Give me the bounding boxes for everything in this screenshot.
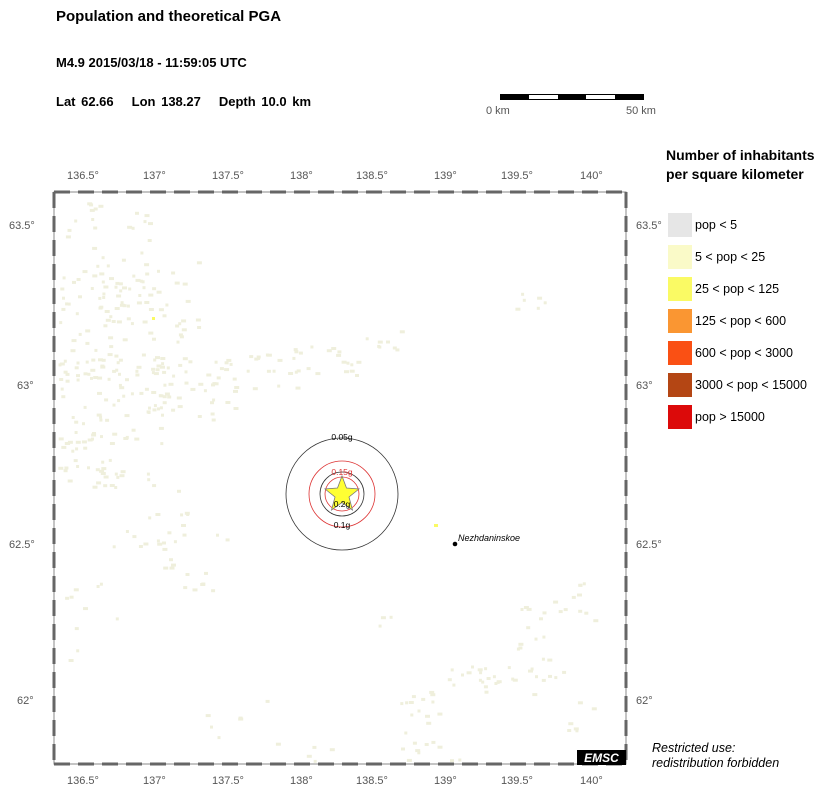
latitude: Lat 62.66 [56, 94, 114, 109]
lon-tick-top: 137° [143, 170, 166, 182]
lon-tick-bottom: 138.5° [356, 775, 388, 787]
pga-label-015: 0.15g [331, 467, 353, 477]
lon-tick-top: 140° [580, 170, 603, 182]
legend-label: 125 < pop < 600 [695, 314, 787, 328]
lat-tick-right: 62° [636, 695, 653, 707]
lon-tick-bottom: 136.5° [67, 775, 99, 787]
emsc-logo-text: EMSC [584, 751, 619, 765]
map-frame [53, 191, 627, 765]
pga-ring-005 [285, 437, 399, 551]
lon-tick-bottom: 138° [290, 775, 313, 787]
legend-label: 25 < pop < 125 [695, 282, 780, 296]
lon-tick-top: 138.5° [356, 170, 388, 182]
legend-swatch [668, 245, 692, 269]
lon-tick-bottom: 139.5° [501, 775, 533, 787]
legend-title-line2: per square kilometer [666, 166, 804, 182]
scale-bar [500, 94, 644, 100]
legend-item: 3000 < pop < 15000 [668, 373, 835, 397]
lon-tick-top: 139° [434, 170, 457, 182]
legend-label: pop > 15000 [695, 410, 765, 424]
pga-label-01: 0.1g [334, 520, 351, 530]
lat-tick-right: 63° [636, 380, 653, 392]
legend-swatch [668, 277, 692, 301]
legend-item: 5 < pop < 25 [668, 245, 835, 269]
lat-tick-right: 62.5° [636, 539, 662, 551]
depth: Depth 10.0 km [218, 94, 312, 109]
legend-label: 5 < pop < 25 [695, 250, 766, 264]
longitude: Lon 138.27 [131, 94, 201, 109]
legend-title: Number of inhabitants per square kilomet… [666, 146, 815, 184]
pop-cell-yellow [152, 317, 155, 320]
legend-swatch [668, 213, 692, 237]
legend-item: 600 < pop < 3000 [668, 341, 835, 365]
lon-tick-bottom: 140° [580, 775, 603, 787]
lat-tick-left: 62° [17, 695, 34, 707]
legend-label: pop < 5 [695, 218, 738, 232]
event-info: M4.9 2015/03/18 - 11:59:05 UTC [56, 55, 247, 70]
notice-line2: redistribution forbidden [652, 756, 780, 770]
lat-tick-left: 63.5° [9, 220, 35, 232]
map-border [52, 190, 628, 766]
legend-item: pop > 15000 [668, 405, 835, 429]
lat-tick-left: 62.5° [9, 539, 35, 551]
legend-item: pop < 5 [668, 213, 835, 237]
lon-tick-top: 139.5° [501, 170, 533, 182]
pop-cell-yellow [434, 524, 438, 527]
legend-label: 600 < pop < 3000 [695, 346, 794, 360]
restricted-notice: Restricted use: redistribution forbidden [652, 741, 779, 771]
location-info: Lat 62.66 Lon 138.27 Depth 10.0 km [56, 94, 329, 109]
lon-tick-bottom: 139° [434, 775, 457, 787]
legend-swatch [668, 373, 692, 397]
lat-tick-left: 63° [17, 380, 34, 392]
legend-title-line1: Number of inhabitants [666, 147, 815, 163]
lon-tick-top: 138° [290, 170, 313, 182]
town-label: Nezhdaninskoe [458, 533, 520, 543]
epicenter-star-icon [323, 474, 361, 511]
notice-line1: Restricted use: [652, 741, 736, 755]
legend-label: 3000 < pop < 15000 [695, 378, 807, 392]
pga-ring-015 [308, 460, 376, 528]
page-title: Population and theoretical PGA [56, 8, 282, 25]
legend-swatch [668, 309, 692, 333]
emsc-logo [577, 750, 626, 765]
lon-tick-top: 137.5° [212, 170, 244, 182]
lon-tick-bottom: 137° [143, 775, 166, 787]
pga-ring-01 [319, 471, 365, 517]
pga-label-005: 0.05g [331, 432, 353, 442]
legend-swatch [668, 405, 692, 429]
legend-item: 125 < pop < 600 [668, 309, 835, 333]
scale-left-label: 0 km [486, 105, 510, 117]
pga-label-02: 0.2g [334, 499, 351, 509]
scale-right-label: 50 km [626, 105, 656, 117]
lon-tick-top: 136.5° [67, 170, 99, 182]
lon-tick-bottom: 137.5° [212, 775, 244, 787]
town-marker [452, 541, 458, 547]
lat-tick-right: 63.5° [636, 220, 662, 232]
legend-item: 25 < pop < 125 [668, 277, 835, 301]
population-cells [58, 202, 599, 763]
legend-swatch [668, 341, 692, 365]
